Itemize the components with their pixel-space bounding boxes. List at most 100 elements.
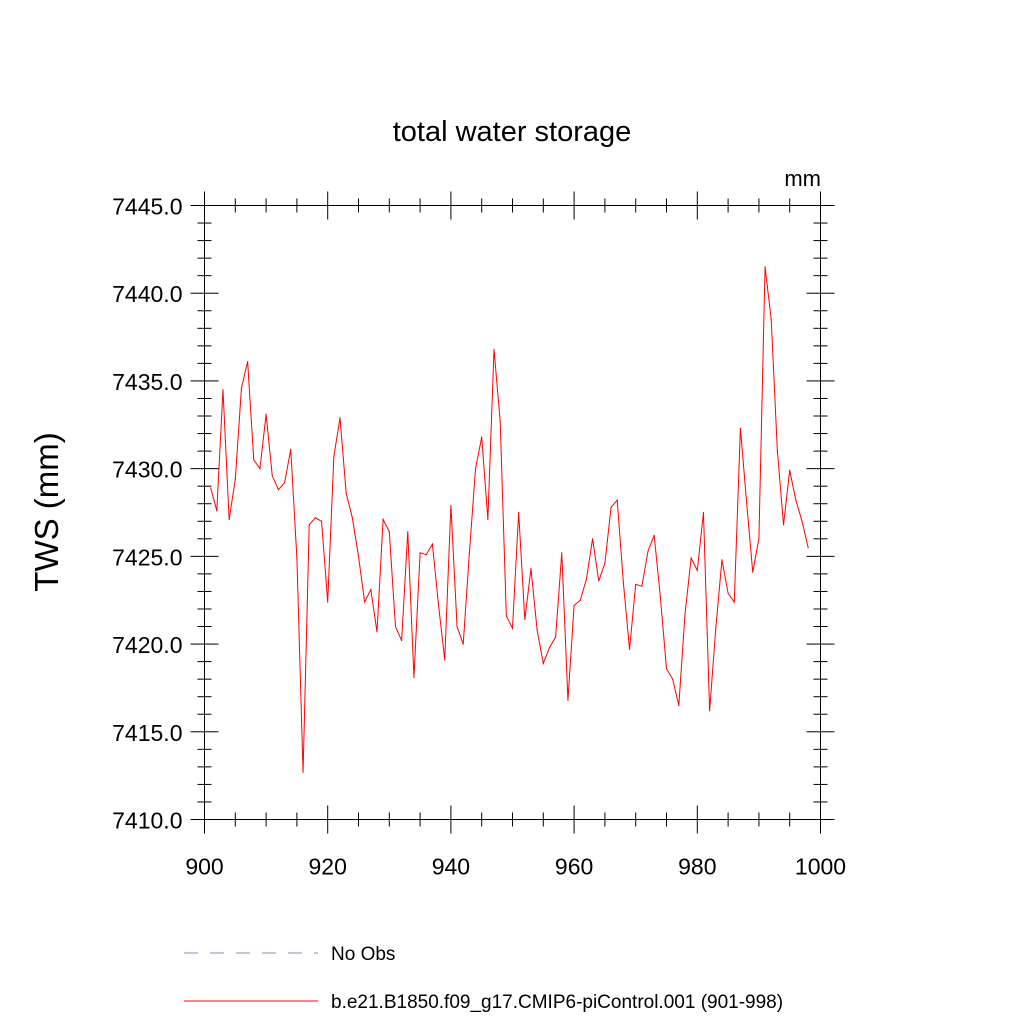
data-point — [450, 504, 452, 507]
data-point — [265, 413, 267, 415]
data-point — [801, 520, 803, 522]
data-point — [277, 489, 280, 491]
data-point — [456, 625, 458, 628]
data-point — [487, 518, 489, 521]
data-point — [364, 601, 366, 603]
legend-label: No Obs — [331, 944, 395, 965]
data-point — [616, 499, 618, 501]
data-point — [259, 468, 261, 470]
x-tick-label: 1000 — [795, 854, 846, 880]
data-point — [696, 569, 698, 571]
data-point — [561, 552, 563, 554]
data-point — [370, 589, 372, 591]
data-point — [659, 596, 661, 598]
data-point — [376, 631, 378, 633]
data-point — [807, 546, 809, 549]
y-tick-label: 7445.0 — [112, 194, 182, 220]
data-point — [407, 531, 409, 533]
data-point — [678, 704, 680, 707]
y-tick-label: 7435.0 — [112, 369, 182, 395]
data-point — [222, 389, 224, 391]
data-point — [394, 625, 397, 628]
data-point — [604, 562, 606, 564]
data-point — [425, 554, 427, 556]
data-point — [357, 555, 360, 557]
data-point — [240, 387, 243, 389]
x-tick-label: 980 — [678, 854, 716, 880]
data-point — [585, 578, 588, 580]
data-point — [468, 552, 470, 554]
data-point — [622, 582, 624, 584]
data-point — [727, 592, 729, 594]
axis-ticks — [190, 191, 835, 834]
data-point — [635, 583, 637, 586]
data-point — [536, 629, 538, 631]
data-point — [333, 455, 335, 457]
y-tick-label: 7425.0 — [112, 544, 182, 570]
data-point — [345, 492, 347, 494]
data-point — [567, 699, 569, 701]
data-point — [530, 568, 532, 570]
data-point — [388, 531, 390, 533]
data-point — [715, 627, 717, 629]
x-tick-label: 900 — [185, 854, 223, 880]
data-point — [647, 550, 649, 552]
data-point — [782, 524, 785, 526]
data-point — [690, 557, 692, 559]
data-point — [320, 520, 323, 522]
data-point — [764, 266, 766, 268]
legend-label: b.e21.B1850.f09_g17.CMIP6-piControl.001 … — [331, 992, 783, 1013]
series-line — [210, 266, 809, 773]
data-point — [462, 643, 464, 645]
y-tick-label: 7430.0 — [112, 457, 182, 483]
data-point — [702, 511, 705, 514]
data-point — [216, 510, 218, 512]
data-point — [210, 487, 212, 489]
data-point — [555, 636, 557, 638]
data-point — [437, 604, 440, 607]
data-point — [290, 448, 292, 450]
data-point — [302, 771, 304, 773]
data-point — [511, 627, 514, 629]
data-point — [474, 468, 477, 470]
data-point — [591, 538, 594, 540]
data-point — [665, 668, 668, 670]
data-point — [709, 710, 711, 712]
data-point — [789, 469, 791, 471]
data-point — [283, 482, 286, 484]
axis-tick-labels: 900 920 940 960 980 1000 7410.0 7415.0 7420.0 742… — [112, 194, 846, 880]
y-tick-label: 7415.0 — [112, 720, 182, 746]
data-point — [752, 571, 754, 573]
data-point — [573, 604, 575, 607]
series-layer — [210, 266, 809, 773]
data-point — [653, 534, 655, 536]
data-point — [228, 518, 230, 521]
y-tick-label: 7420.0 — [112, 632, 182, 658]
data-point — [542, 662, 544, 664]
data-point — [382, 518, 384, 521]
data-point — [739, 427, 742, 429]
x-tick-label: 960 — [555, 854, 593, 880]
data-point — [308, 524, 310, 526]
data-point — [505, 615, 507, 617]
data-point — [518, 511, 520, 514]
data-point — [524, 618, 526, 621]
data-point — [795, 499, 797, 501]
data-point — [296, 557, 298, 559]
y-tick-label: 7410.0 — [112, 808, 182, 834]
data-point — [641, 585, 643, 587]
data-point — [247, 361, 249, 363]
data-point — [684, 613, 686, 615]
data-point — [234, 478, 236, 480]
data-point — [733, 601, 735, 603]
data-point — [493, 348, 495, 350]
data-point — [610, 506, 612, 508]
data-point — [770, 318, 772, 321]
data-point — [413, 676, 415, 679]
data-point — [721, 559, 723, 561]
data-point — [271, 475, 273, 477]
units-label: mm — [784, 166, 821, 191]
data-point — [253, 459, 255, 461]
data-point — [628, 648, 631, 650]
